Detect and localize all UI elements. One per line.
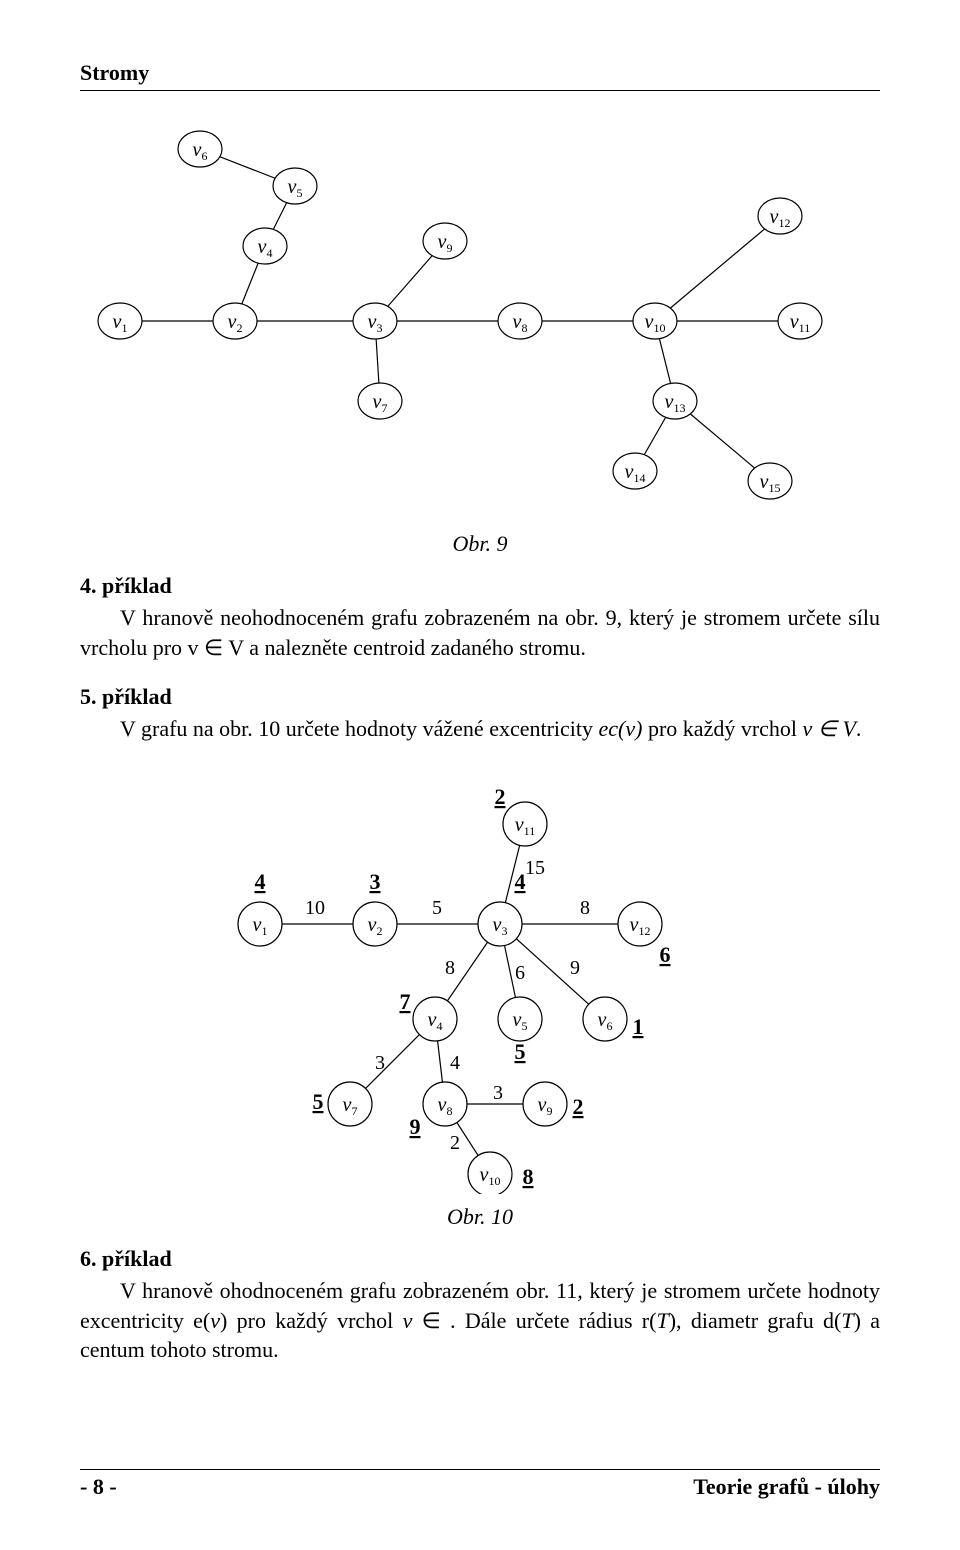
svg-text:8: 8 bbox=[523, 1164, 534, 1189]
svg-text:5: 5 bbox=[432, 897, 442, 919]
page-number: - 8 - bbox=[80, 1474, 117, 1500]
footer-title: Teorie grafů - úlohy bbox=[693, 1474, 880, 1500]
figure-9: v1v2v3v4v5v6v7v8v9v10v11v12v13v14v15 bbox=[80, 121, 880, 521]
section-6-text: V hranově ohodnoceném grafu zobrazeném o… bbox=[80, 1276, 880, 1365]
section-6-title: 6. příklad bbox=[80, 1246, 880, 1272]
svg-text:2: 2 bbox=[495, 784, 506, 809]
section-4-title: 4. příklad bbox=[80, 573, 880, 599]
svg-text:8: 8 bbox=[445, 957, 455, 979]
figure-9-caption: Obr. 9 bbox=[80, 531, 880, 557]
svg-text:4: 4 bbox=[515, 869, 526, 894]
svg-text:3: 3 bbox=[493, 1082, 503, 1104]
svg-text:15: 15 bbox=[525, 857, 545, 879]
svg-text:6: 6 bbox=[515, 962, 525, 984]
section-5-text: V grafu na obr. 10 určete hodnoty vážené… bbox=[80, 714, 880, 744]
svg-text:8: 8 bbox=[580, 897, 590, 919]
svg-text:2: 2 bbox=[450, 1132, 460, 1154]
svg-text:1: 1 bbox=[633, 1014, 644, 1039]
svg-text:10: 10 bbox=[305, 897, 325, 919]
figure-10-caption: Obr. 10 bbox=[80, 1204, 880, 1230]
svg-text:2: 2 bbox=[573, 1094, 584, 1119]
svg-text:7: 7 bbox=[400, 989, 411, 1014]
svg-text:3: 3 bbox=[375, 1052, 385, 1074]
svg-text:5: 5 bbox=[515, 1039, 526, 1064]
section-4-text: V hranově neohodnoceném grafu zobrazeném… bbox=[80, 603, 880, 662]
header-rule bbox=[80, 90, 880, 91]
footer-rule bbox=[80, 1469, 880, 1470]
svg-text:3: 3 bbox=[370, 869, 381, 894]
section-5-title: 5. příklad bbox=[80, 684, 880, 710]
svg-text:5: 5 bbox=[313, 1089, 324, 1114]
svg-text:4: 4 bbox=[255, 869, 266, 894]
figure-10: v14v23v34v126v112v47v55v61v75v89v92v1081… bbox=[200, 774, 760, 1194]
svg-text:6: 6 bbox=[660, 942, 671, 967]
svg-text:9: 9 bbox=[410, 1114, 421, 1139]
svg-text:9: 9 bbox=[570, 957, 580, 979]
page-title: Stromy bbox=[80, 60, 880, 86]
svg-text:4: 4 bbox=[450, 1052, 460, 1074]
